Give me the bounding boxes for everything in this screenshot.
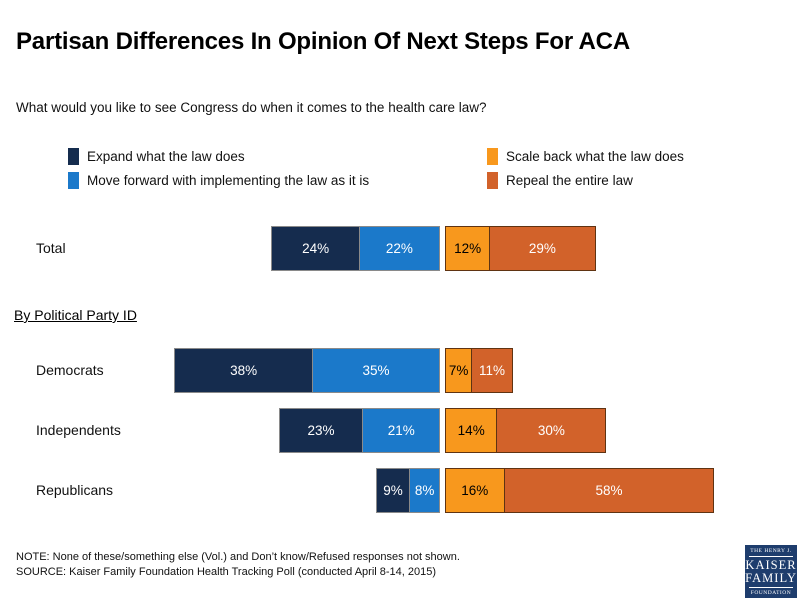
logo-rule-bottom — [749, 587, 793, 588]
bar-segment-scale-back: 12% — [446, 227, 490, 270]
bar-segment-move-forward: 35% — [312, 349, 439, 392]
section-label: By Political Party ID — [14, 307, 137, 323]
survey-question: What would you like to see Congress do w… — [16, 100, 487, 115]
row-label-independents: Independents — [36, 421, 121, 438]
page-title: Partisan Differences In Opinion Of Next … — [16, 28, 630, 55]
source-text: SOURCE: Kaiser Family Foundation Health … — [16, 566, 437, 578]
bar-row-total: Total 24% 22% 12% 29% — [0, 226, 800, 271]
bar-segment-move-forward: 22% — [358, 227, 439, 270]
legend-label-expand: Expand what the law does — [87, 148, 245, 164]
legend-label-move-forward: Move forward with implementing the law a… — [87, 172, 370, 188]
legend-label-repeal: Repeal the entire law — [506, 172, 633, 188]
bar-group-left-republicans: 9% 8% — [375, 468, 440, 513]
bar-segment-repeal: 30% — [496, 409, 606, 452]
bar-segment-repeal: 29% — [489, 227, 595, 270]
legend-item-scale-back: Scale back what the law does — [487, 146, 684, 166]
legend-swatch-move-forward — [68, 171, 79, 189]
logo-line-family: FAMILY — [745, 571, 797, 585]
bar-group-left-democrats: 38% 35% — [174, 348, 440, 393]
bar-row-independents: Independents 23% 21% 14% 30% — [0, 408, 800, 453]
note-text: NOTE: None of these/something else (Vol.… — [16, 551, 460, 563]
legend-item-repeal: Repeal the entire law — [487, 170, 633, 190]
logo-rule-top — [749, 556, 793, 557]
row-label-democrats: Democrats — [36, 361, 104, 378]
bar-group-left-total: 24% 22% — [271, 226, 440, 271]
legend-swatch-expand — [68, 147, 79, 165]
bar-row-republicans: Republicans 9% 8% 16% 58% — [0, 468, 800, 513]
row-label-total: Total — [36, 239, 66, 256]
bar-segment-expand: 38% — [175, 349, 312, 392]
bar-group-right-republicans: 16% 58% — [445, 468, 715, 513]
legend-swatch-repeal — [487, 171, 498, 189]
kff-logo: THE HENRY J. KAISER FAMILY FOUNDATION — [745, 545, 797, 598]
bar-segment-repeal: 11% — [471, 349, 512, 392]
bar-segment-scale-back: 16% — [446, 469, 504, 512]
legend-label-scale-back: Scale back what the law does — [506, 148, 684, 164]
bar-group-right-independents: 14% 30% — [445, 408, 607, 453]
bar-group-right-total: 12% 29% — [445, 226, 596, 271]
bar-segment-expand: 24% — [272, 227, 359, 270]
bar-row-democrats: Democrats 38% 35% 7% 11% — [0, 348, 800, 393]
bar-group-left-independents: 23% 21% — [278, 408, 440, 453]
bar-segment-expand: 23% — [279, 409, 363, 452]
logo-line-kaiser: KAISER — [745, 558, 797, 572]
logo-line-henry: THE HENRY J. — [750, 548, 792, 554]
logo-line-foundation: FOUNDATION — [750, 590, 792, 596]
bar-group-right-democrats: 7% 11% — [445, 348, 513, 393]
row-label-republicans: Republicans — [36, 481, 114, 498]
legend-item-expand: Expand what the law does — [68, 146, 245, 166]
bar-segment-expand: 9% — [376, 469, 410, 512]
legend-swatch-scale-back — [487, 147, 498, 165]
bar-segment-move-forward: 8% — [409, 469, 439, 512]
bar-segment-move-forward: 21% — [362, 409, 439, 452]
bar-segment-scale-back: 7% — [446, 349, 472, 392]
bar-segment-repeal: 58% — [503, 469, 714, 512]
legend-item-move-forward: Move forward with implementing the law a… — [68, 170, 369, 190]
bar-segment-scale-back: 14% — [446, 409, 497, 452]
